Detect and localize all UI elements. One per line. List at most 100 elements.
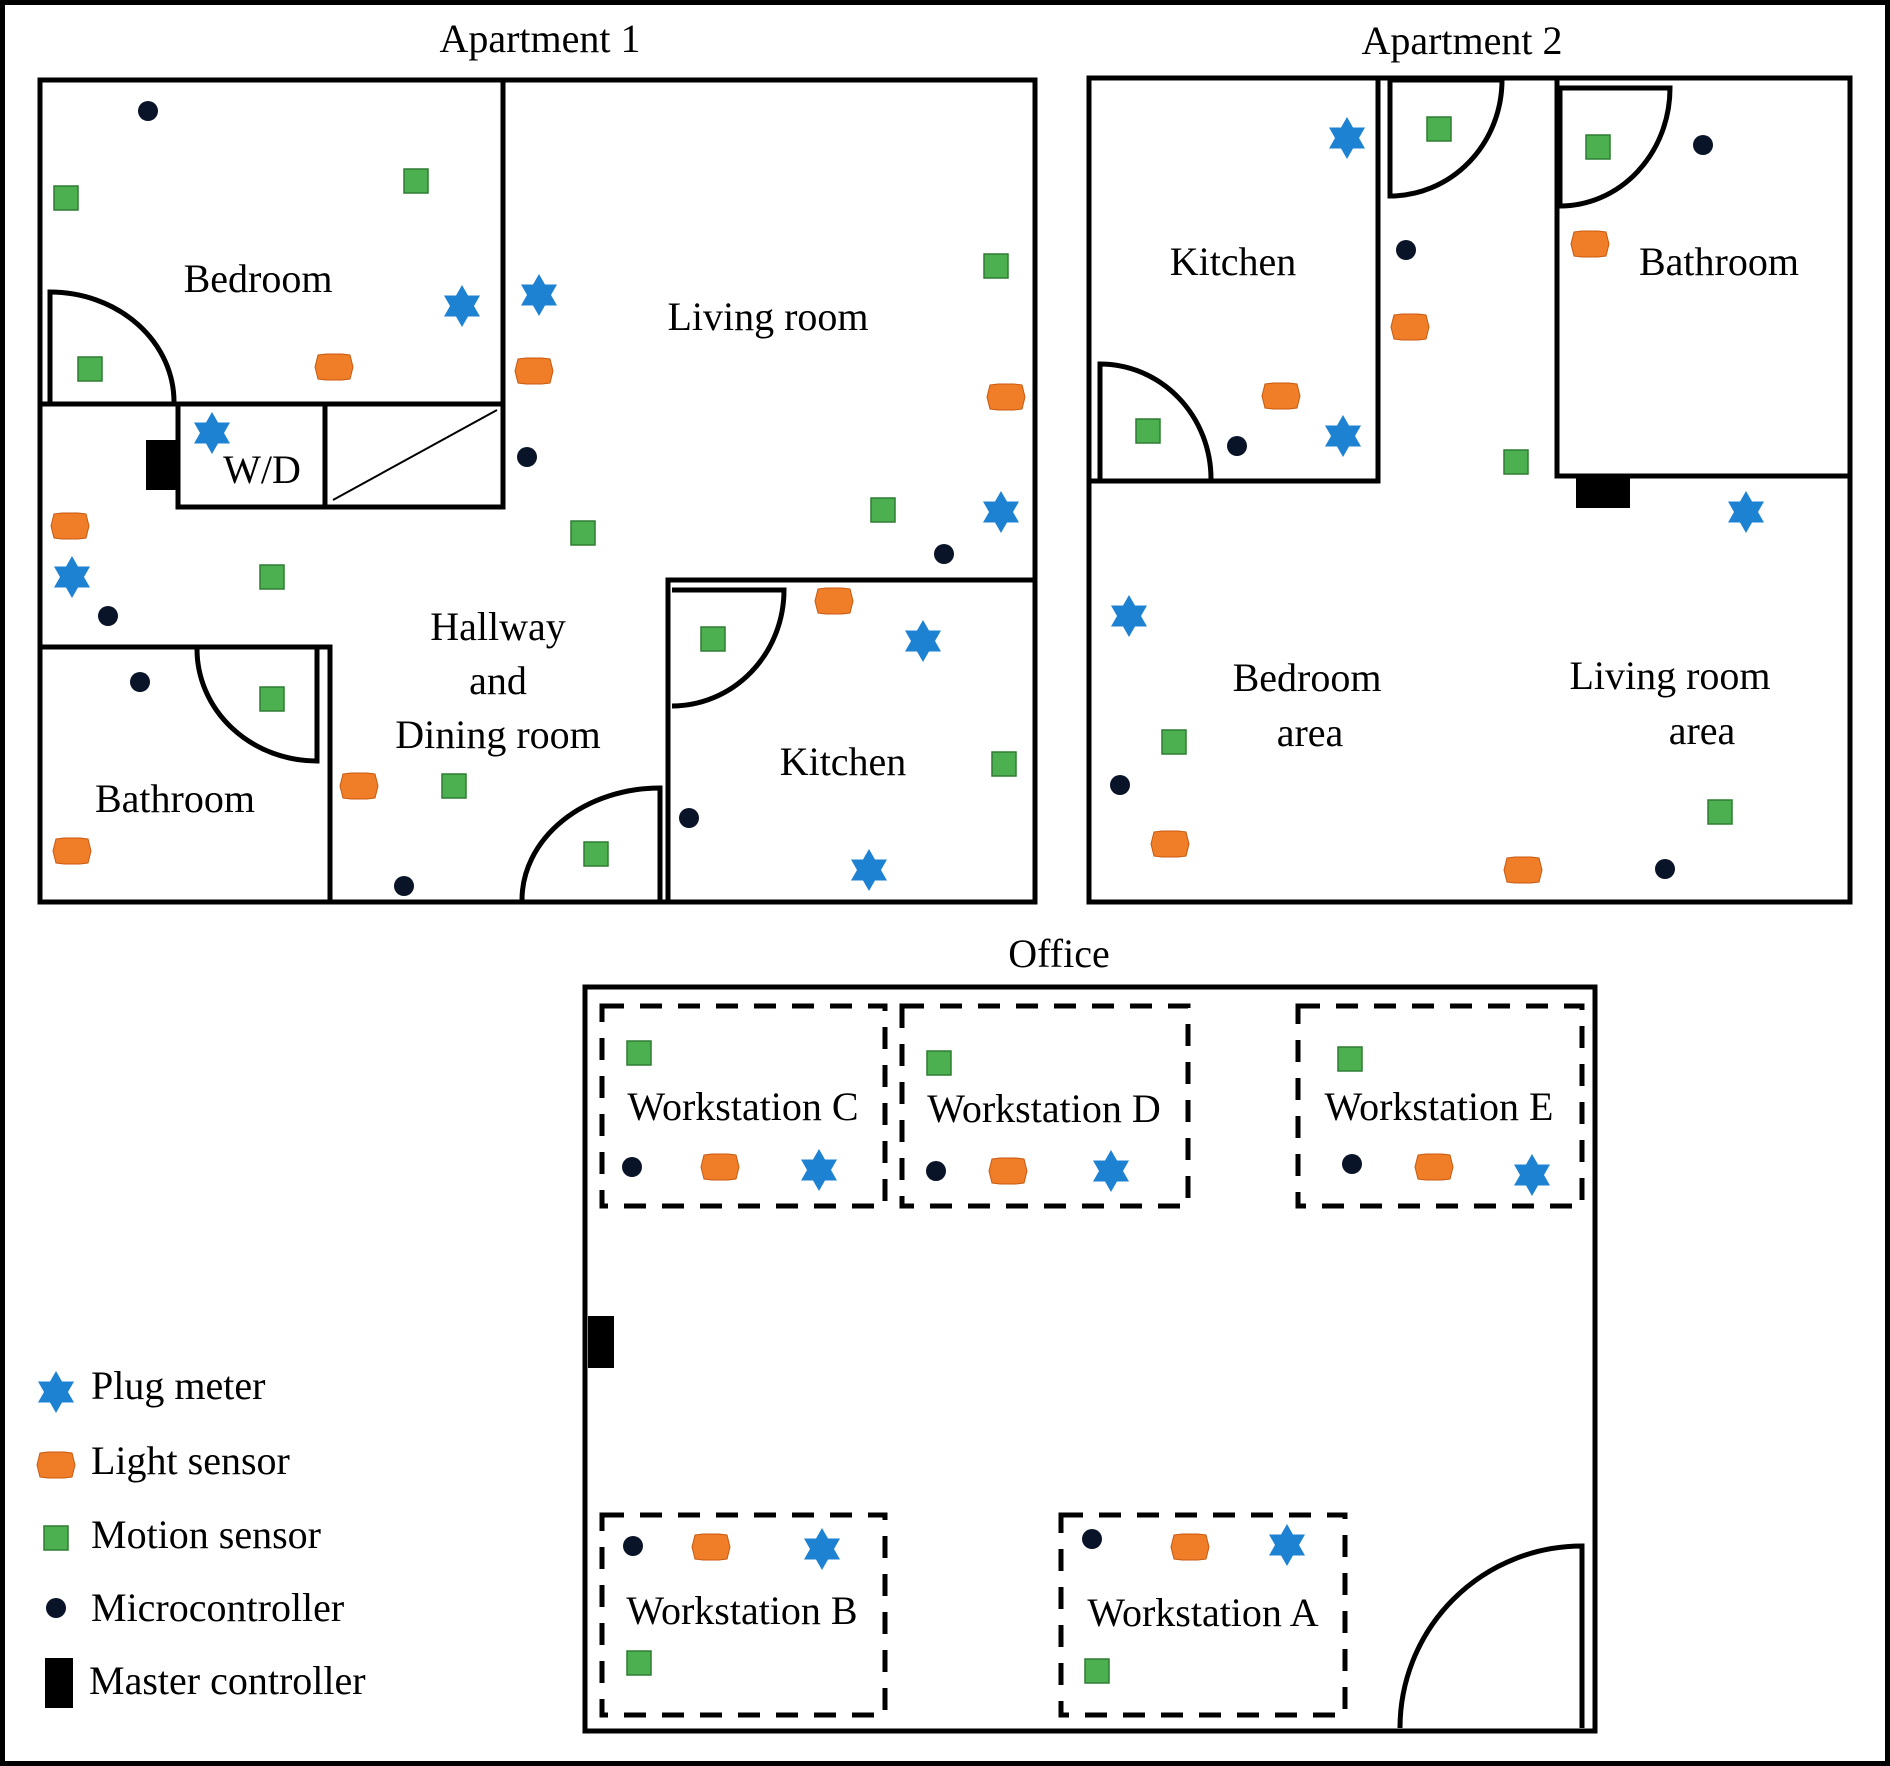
motion-sensor-icon [983,253,1009,279]
room-label-bathroom: Bathroom [95,776,255,821]
microcontroller-icon [98,606,118,626]
microcontroller-icon [1655,859,1675,879]
apartment-2-sensors [1110,116,1764,884]
title-office: Office [1008,931,1109,976]
plug-meter-icon [1728,491,1764,533]
motion-sensor-icon [403,168,429,194]
room-label-living-room-area: Living room [1569,653,1770,698]
plug-meter-icon [1093,1150,1129,1192]
light-sensor-icon [514,357,554,385]
room-label-wd: W/D [223,447,301,492]
workstation-d-label: Workstation D [927,1086,1160,1131]
microcontroller-icon [1110,775,1130,795]
motion-sensor-icon [1135,418,1161,444]
room-label-bedroom-area-2: area [1277,710,1344,755]
room-label-kitchen-2: Kitchen [1170,239,1297,284]
office-workstation-zones [599,1003,1585,1718]
plug-meter-icon [1111,595,1147,637]
motion-sensor-icon [583,841,609,867]
light-sensor-icon [700,1153,740,1181]
legend-master-controller-label: Master controller [89,1658,366,1703]
motion-sensor-icon [43,1525,69,1551]
master-controller-office [588,1316,614,1368]
motion-sensor-icon [1084,1658,1110,1684]
microcontroller-icon [138,101,158,121]
microcontroller-icon [130,672,150,692]
motion-sensor-icon [626,1650,652,1676]
light-sensor-icon [1150,830,1190,858]
motion-sensor-icon [1585,134,1611,160]
title-apartment-1: Apartment 1 [439,16,640,61]
light-sensor-icon [339,772,379,800]
plug-meter-icon [905,620,941,662]
workstation-a-label: Workstation A [1087,1590,1318,1635]
room-label-dining-room: Dining room [395,712,601,757]
title-apartment-2: Apartment 2 [1361,18,1562,63]
microcontroller-icon [623,1536,643,1556]
motion-sensor-icon [700,626,726,652]
light-sensor-icon [814,587,854,615]
plug-meter-icon [801,1149,837,1191]
microcontroller-icon [1396,240,1416,260]
room-label-living-room: Living room [667,294,868,339]
plug-meter-icon [1325,415,1361,457]
plug-meter-icon [1514,1154,1550,1196]
motion-sensor-icon [991,751,1017,777]
room-label-living-room-area-2: area [1669,708,1736,753]
light-sensor-icon [986,383,1026,411]
apartment-2-walls [1086,75,1853,905]
workstation-e-label: Workstation E [1325,1084,1554,1129]
legend-microcontroller-label: Microcontroller [91,1585,344,1630]
motion-sensor-icon [926,1050,952,1076]
light-sensor-icon [988,1157,1028,1185]
light-sensor-icon [314,353,354,381]
workstation-c-label: Workstation C [627,1084,858,1129]
master-controller-apartment-2 [1576,478,1630,508]
workstation-b-label: Workstation B [626,1588,857,1633]
motion-sensor-icon [870,497,896,523]
microcontroller-icon [517,447,537,467]
light-sensor-icon [1414,1153,1454,1181]
room-label-hallway: Hallway [430,604,566,649]
plug-meter-icon [444,285,480,327]
motion-sensor-icon [1161,729,1187,755]
motion-sensor-icon [77,356,103,382]
room-label-hallway-and: and [469,658,527,703]
plug-meter-icon [1269,1524,1305,1566]
apartment-1-labels: Bedroom Living room W/D Hallway and Dini… [95,256,906,821]
microcontroller-icon [1227,436,1247,456]
microcontroller-icon [679,808,699,828]
office-sensors [622,1040,1550,1684]
plug-meter-icon [54,556,90,598]
light-sensor-icon [691,1533,731,1561]
light-sensor-icon [52,837,92,865]
apartment-1-walls [37,77,1038,905]
motion-sensor-icon [259,686,285,712]
microcontroller-icon [394,876,414,896]
light-sensor-icon [50,512,90,540]
motion-sensor-icon [1337,1046,1363,1072]
motion-sensor-icon [1503,449,1529,475]
motion-sensor-icon [441,773,467,799]
motion-sensor-icon [259,564,285,590]
microcontroller-icon [46,1598,66,1618]
room-label-bathroom-2: Bathroom [1639,239,1799,284]
motion-sensor-icon [570,520,596,546]
legend-motion-sensor-label: Motion sensor [91,1512,321,1557]
plug-meter-icon [983,491,1019,533]
microcontroller-icon [934,544,954,564]
plug-meter-icon [521,274,557,316]
office-labels: Workstation C Workstation D Workstation … [626,1084,1553,1635]
plug-meter-icon [851,849,887,891]
light-sensor-icon [1261,382,1301,410]
master-controller-apartment-1 [146,440,176,490]
light-sensor-icon [1570,230,1610,258]
office-walls [582,984,1598,1734]
apartment-2-labels: Kitchen Bathroom Bedroom area Living roo… [1170,239,1799,755]
microcontroller-icon [1342,1154,1362,1174]
microcontroller-icon [622,1157,642,1177]
light-sensor-icon [1390,313,1430,341]
light-sensor-icon [36,1451,76,1479]
